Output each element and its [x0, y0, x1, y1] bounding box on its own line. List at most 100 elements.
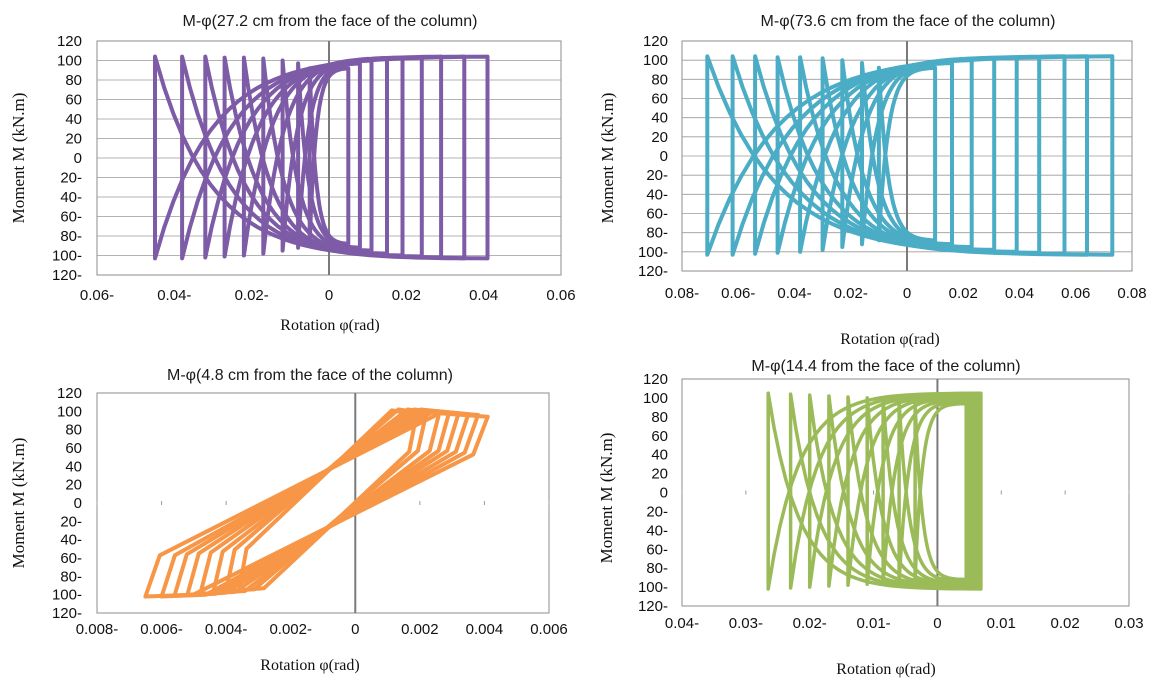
x-tick-label: 0.02 — [392, 287, 421, 304]
x-tick-label: 0.02- — [235, 287, 269, 304]
plot-area: 12010080604020020-40-60-80-100-120-0.04-… — [638, 371, 1144, 632]
hysteresis-loop-8 — [296, 61, 362, 250]
series-hysteresis — [766, 391, 983, 591]
x-tick-label: 0.01 — [987, 615, 1016, 632]
y-axis-label: Moment M (kN.m) — [9, 438, 28, 569]
hysteresis-loop-9 — [913, 401, 968, 582]
hysteresis-loop-9 — [876, 65, 938, 243]
y-tick-label: 100 — [57, 403, 82, 420]
x-tick-label: 0.04 — [469, 287, 498, 304]
x-tick-label: 0.08 — [1117, 285, 1146, 302]
y-tick-label: 100- — [638, 579, 668, 596]
x-axis-label: Rotation φ(rad) — [260, 657, 359, 674]
plot-frame — [96, 392, 550, 614]
y-tick-label: 60- — [60, 550, 82, 567]
y-tick-label: 80 — [651, 409, 668, 426]
y-tick-label: 120 — [643, 371, 668, 388]
x-tick-label: 0 — [933, 615, 941, 632]
x-tick-label: 0.02- — [793, 615, 827, 632]
x-tick-label: 0.02- — [834, 285, 868, 302]
y-tick-label: 100- — [52, 248, 82, 265]
x-tick-label: 0.04- — [665, 615, 699, 632]
y-tick-label: 80 — [65, 422, 82, 439]
x-axis-label: Rotation φ(rad) — [280, 317, 379, 334]
y-tick-label: 0 — [74, 495, 82, 512]
x-tick-label: 0.04- — [157, 287, 191, 304]
x-tick-label: 0.02 — [949, 285, 978, 302]
x-tick-label: 0.06- — [721, 285, 755, 302]
chart-title: M-φ(73.6 cm from the face of the column) — [761, 13, 1056, 30]
y-tick-label: 40- — [60, 189, 82, 206]
y-tick-label: 60 — [651, 91, 668, 108]
x-axis-label: Rotation φ(rad) — [836, 661, 935, 678]
chart-panel-4-8cm: M-φ(4.8 cm from the face of the column) … — [9, 367, 568, 674]
plot-area: 120 100 80 60 40 20 0 20- 40- 60- 80- 100- 120- 0.08-… — [638, 33, 1147, 302]
x-tick-label: 0.06 — [546, 287, 575, 304]
hysteresis-loop-5 — [798, 55, 1019, 254]
y-tick-label: 20 — [65, 131, 82, 148]
y-axis-label: Moment M (kN.m) — [9, 93, 28, 224]
hysteresis-loop-4 — [775, 55, 1042, 255]
x-tick-label: 0.01- — [856, 615, 890, 632]
y-tick-label: 40 — [65, 111, 82, 128]
y-tick-label: 20- — [646, 503, 668, 520]
plot-area: 120 100 80 60 40 20 0 20- 40- 60- 80- 100- 120- 0.06-… — [52, 33, 576, 304]
y-tick-label: 20- — [60, 513, 82, 530]
chart-panel-27-2cm: M-φ(27.2 cm from the face of the column)… — [9, 13, 576, 334]
chart-title: M-φ(27.2 cm from the face of the column) — [183, 13, 478, 30]
x-tick-label: 0.002 — [401, 621, 439, 638]
series-hysteresis — [143, 407, 490, 599]
hysteresis-loop-2 — [180, 54, 467, 261]
chart-title: M-φ(4.8 cm from the face of the column) — [167, 367, 453, 384]
hysteresis-loop-7 — [840, 58, 974, 249]
y-tick-label: 60 — [65, 440, 82, 457]
x-tick-label: 0.02 — [1051, 615, 1080, 632]
x-tick-label: 0.03 — [1114, 615, 1143, 632]
y-tick-label: 40 — [651, 447, 668, 464]
hysteresis-loop-8 — [897, 399, 972, 584]
y-tick-label: 60- — [60, 209, 82, 226]
y-tick-label: 40- — [646, 186, 668, 203]
series-hysteresis — [153, 54, 490, 261]
y-tick-label: 20 — [651, 466, 668, 483]
x-tick-label: 0.006 — [530, 621, 568, 638]
y-tick-label: 40 — [651, 110, 668, 127]
y-tick-label: 20 — [651, 129, 668, 146]
hysteresis-loop-5 — [846, 395, 978, 587]
hysteresis-loop-8 — [860, 61, 954, 247]
y-tick-label: 100- — [52, 587, 82, 604]
y-tick-label: 80- — [646, 225, 668, 242]
y-axis-label: Moment M (kN.m) — [598, 93, 617, 224]
x-tick-label: 0.03- — [729, 615, 763, 632]
y-tick-label: 40- — [60, 532, 82, 549]
y-tick-label: 120 — [57, 33, 82, 50]
y-tick-label: 60- — [646, 206, 668, 223]
series-hysteresis — [705, 54, 1115, 257]
x-tick-label: 0.002- — [269, 621, 312, 638]
x-tick-label: 0.004 — [466, 621, 504, 638]
y-tick-label: 80- — [60, 228, 82, 245]
hysteresis-loop-8 — [237, 408, 419, 593]
y-tick-label: 20 — [65, 477, 82, 494]
chart-panel-14-4: M-φ(14.4 from the face of the column) Mo… — [597, 358, 1144, 678]
hysteresis-loop-1 — [153, 54, 490, 261]
y-tick-label: 120- — [52, 267, 82, 284]
y-tick-label: 0 — [74, 150, 82, 167]
x-tick-label: 0 — [325, 287, 333, 304]
y-tick-label: 80- — [60, 568, 82, 585]
x-tick-label: 0 — [903, 285, 911, 302]
y-tick-label: 120- — [638, 263, 668, 280]
x-tick-label: 0.04- — [777, 285, 811, 302]
y-tick-label: 60 — [65, 92, 82, 109]
x-tick-label: 0.004- — [205, 621, 248, 638]
y-tick-label: 20- — [60, 170, 82, 187]
y-tick-label: 120- — [52, 605, 82, 622]
y-tick-label: 40 — [65, 458, 82, 475]
y-tick-label: 80 — [65, 72, 82, 89]
y-tick-label: 60- — [646, 541, 668, 558]
y-tick-label: 0 — [660, 148, 668, 165]
y-tick-label: 0 — [660, 485, 668, 502]
x-tick-label: 0.04 — [1005, 285, 1034, 302]
y-tick-label: 120 — [57, 385, 82, 402]
